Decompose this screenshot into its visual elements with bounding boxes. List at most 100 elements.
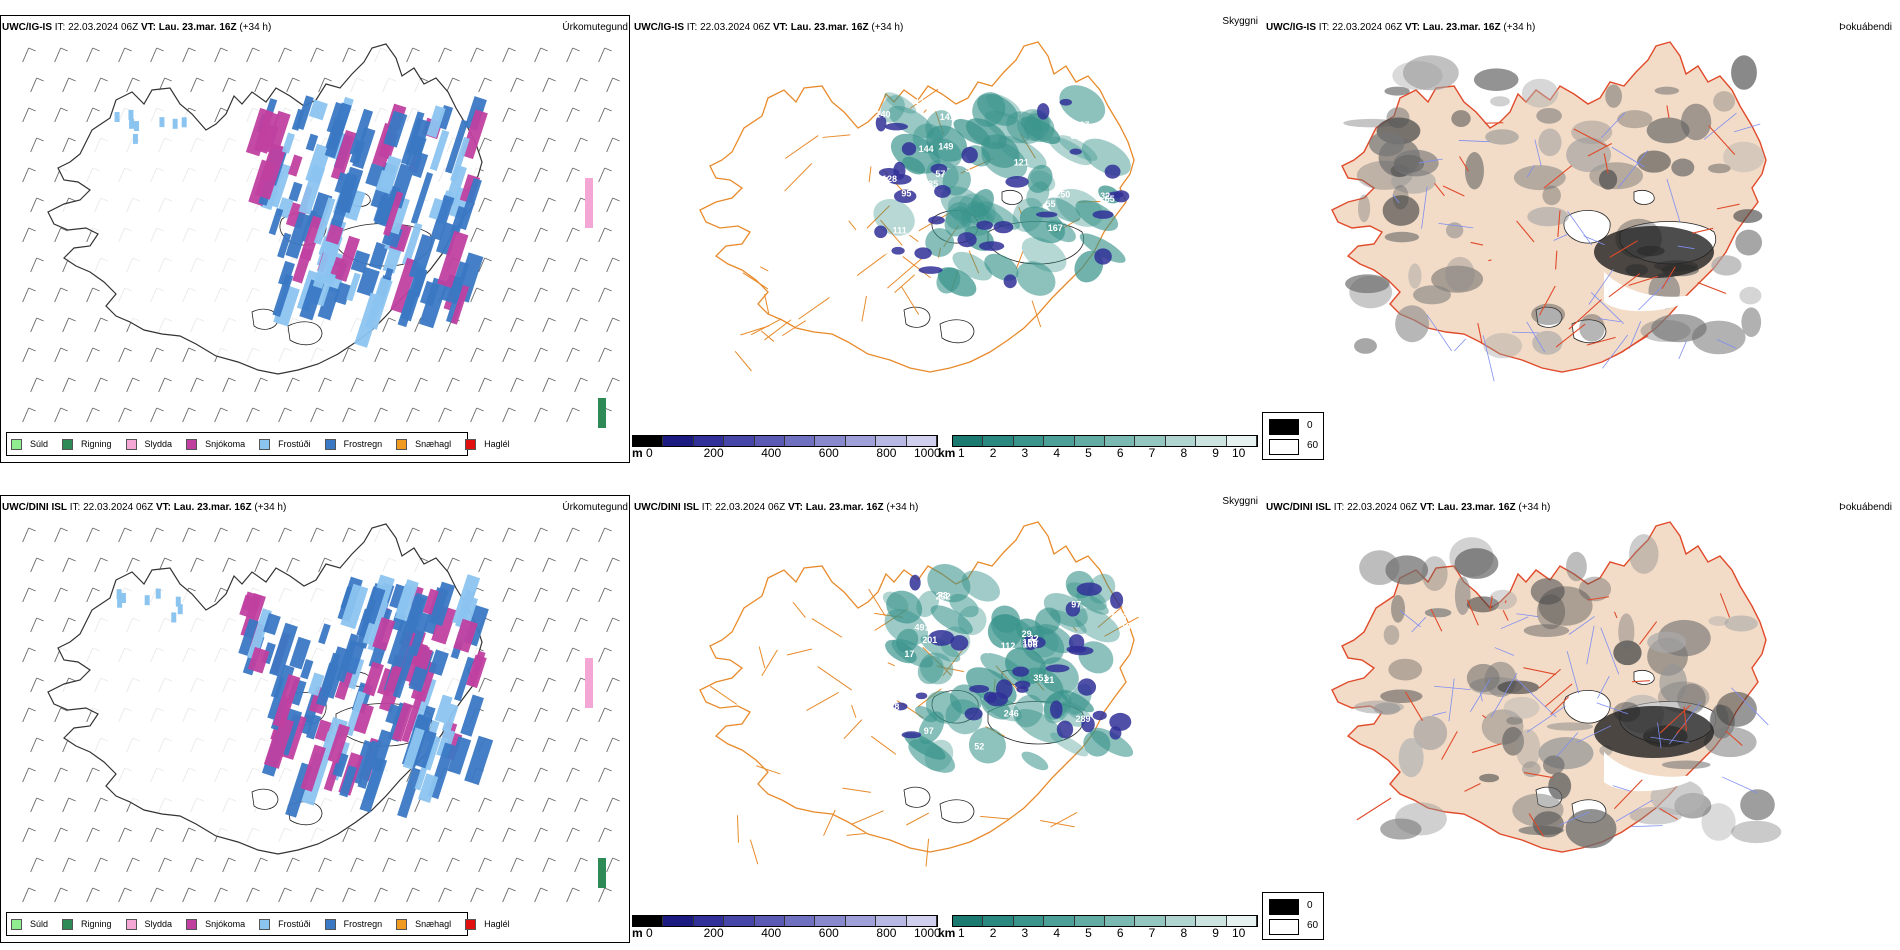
ceiling-value-label: 55 (1045, 199, 1055, 209)
lead-time: (+34 h) (254, 502, 287, 513)
ceiling-value-label: 29 (1022, 629, 1032, 639)
ceiling-tick-label: 0 (646, 446, 653, 460)
legend-swatch (465, 438, 477, 450)
visibility-scale-step (1044, 916, 1075, 926)
vt-label: VT: (155, 502, 171, 513)
it-value: 22.03.2024 06Z (83, 502, 154, 513)
lead-time: (+34 h) (1518, 502, 1551, 513)
precip-legend-item: Súld (11, 918, 49, 930)
legend-label: Rigning (81, 919, 112, 929)
ceiling-scale-step (663, 436, 694, 446)
ceiling-value-label: 65 (1105, 194, 1115, 204)
it-label: IT: (1333, 502, 1345, 513)
legend-swatch (396, 918, 408, 930)
ceiling-value-label: 137 (1121, 621, 1136, 631)
legend-label: Frostregn (343, 439, 383, 449)
ceiling-scale-step (785, 436, 816, 446)
precip-legend-item: Frostregn (324, 438, 383, 450)
visibility-tick-label: 8 (1180, 446, 1188, 460)
panel-header: UWC/DINI ISL IT: 22.03.2024 06Z VT: Lau.… (634, 502, 918, 513)
fog-panel: UWC/IG-IS IT: 22.03.2024 06Z VT: Lau. 23… (1264, 0, 1900, 465)
ceiling-value-label: 250 (1055, 189, 1070, 199)
precip-legend-item: Rigning (62, 918, 112, 930)
fog-legend-swatch-60 (1269, 919, 1299, 935)
it-value: 22.03.2024 06Z (68, 22, 139, 33)
precip-legend: Súld Rigning Slydda Snjókoma Frostúði Frostre… (6, 432, 510, 456)
legend-label: Snjókoma (205, 919, 246, 929)
visibility-scale-step (1226, 436, 1258, 446)
ceiling-value-label: 155 (1022, 637, 1037, 647)
ceiling-value-label: 491 (915, 622, 930, 632)
legend-label: Súld (30, 919, 49, 929)
fog-legend-value-0: 0 (1307, 420, 1313, 431)
legend-label: Haglél (484, 439, 510, 449)
visibility-scale-step (1044, 436, 1075, 446)
precip-legend-item: Frostúði (259, 438, 311, 450)
model-name: UWC/IG-IS (634, 22, 684, 33)
visibility-scale-step (1074, 436, 1106, 446)
panel-title: Úrkomutegund (562, 22, 628, 33)
ceiling-value-label: 89 (1018, 730, 1028, 740)
ceiling-scale-step (663, 916, 694, 926)
legend-swatch (465, 918, 477, 930)
ceiling-value-label: 132 (1095, 191, 1110, 201)
panel-title: Skyggni (1222, 16, 1258, 27)
ceiling-value-label: 201 (922, 635, 937, 645)
ceiling-scale-step (876, 436, 907, 446)
panel-title: Þokuábendi (1839, 22, 1892, 33)
vt-label: VT: (787, 502, 803, 513)
visibility-scale-step (1165, 436, 1197, 446)
ceiling-value-label: 140 (875, 109, 890, 119)
visibility-unit: km (938, 926, 956, 940)
ceiling-value-label: 167 (1048, 223, 1063, 233)
legend-swatch (186, 438, 198, 450)
visibility-scale-step (1135, 916, 1166, 926)
ceiling-tick-label: 400 (761, 926, 782, 940)
ceiling-tick-label: 800 (876, 926, 897, 940)
ceiling-tick-label: 200 (703, 926, 724, 940)
legend-swatch (11, 438, 22, 450)
ceiling-tick-label: 200 (703, 446, 724, 460)
precip-legend-item: Slydda (125, 918, 173, 930)
precip-legend-item: Haglél (465, 918, 510, 930)
precip-legend-item: Snæhagl (396, 438, 451, 450)
ceiling-value-label: 351 (1033, 673, 1048, 683)
vt-label: VT: (1404, 22, 1420, 33)
ceiling-value-label: 32 (1029, 634, 1039, 644)
ceiling-value-label: 108 (1023, 639, 1038, 649)
visibility-scale-step (1013, 916, 1045, 926)
visibility-scale-step (953, 916, 984, 926)
color-scales: m 0 200 400 600 800 1000 km 1 2 3 4 5 6 7 8 9 10 (632, 915, 1264, 945)
visibility-scale-step (1196, 436, 1227, 446)
ceiling-value-label: 42 (914, 97, 924, 107)
it-value: 22.03.2024 06Z (1347, 502, 1418, 513)
visibility-scale-step (1135, 436, 1166, 446)
visibility-scale-step (983, 436, 1014, 446)
visibility-panel: UWC/IG-IS IT: 22.03.2024 06Z VT: Lau. 23… (632, 0, 1264, 465)
precip-legend-item: Frostregn (324, 918, 382, 930)
it-value: 22.03.2024 06Z (1332, 22, 1403, 33)
visibility-scale-step (1196, 916, 1227, 926)
precip-type-panel: UWC/IG-IS IT: 22.03.2024 06Z VT: Lau. 23… (0, 0, 632, 465)
it-value: 22.03.2024 06Z (715, 502, 786, 513)
precip-legend-item: Súld (11, 438, 48, 450)
visibility-scale-step (1165, 916, 1197, 926)
ceiling-scale-step (724, 916, 755, 926)
panel-title: Úrkomutegund (562, 502, 628, 513)
ceiling-value-label: 21 (1044, 675, 1054, 685)
precip-legend-item: Rigning (62, 438, 112, 450)
forecast-row-igis: UWC/IG-IS IT: 22.03.2024 06Z VT: Lau. 23… (0, 0, 1900, 465)
legend-label: Slydda (144, 919, 173, 929)
ceiling-unit: m (632, 446, 643, 460)
fog-map (1331, 41, 1767, 382)
legend-label: Snjókoma (205, 439, 246, 449)
visibility-tick-label: 10 (1232, 446, 1246, 460)
visibility-scale-step (1074, 916, 1106, 926)
it-label: IT: (69, 502, 81, 513)
ceiling-value-label: 357 (872, 722, 887, 732)
ceiling-scale-step (724, 436, 755, 446)
ceiling-tick-label: 400 (761, 446, 782, 460)
precip-legend-item: Slydda (125, 438, 172, 450)
